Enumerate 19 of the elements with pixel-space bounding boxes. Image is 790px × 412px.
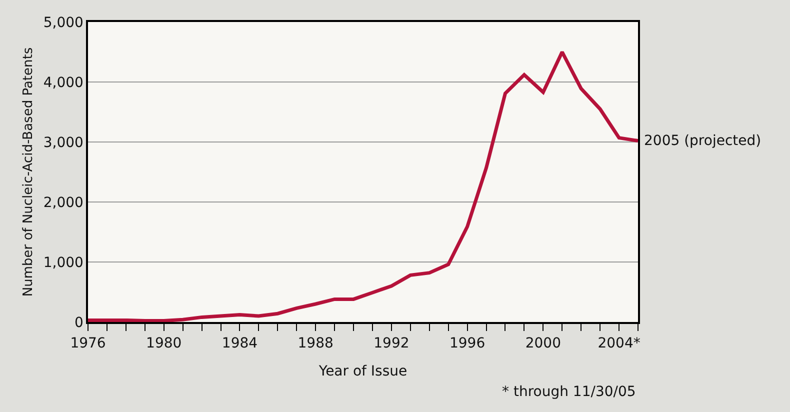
x-tick-label: 2000 [525,336,561,352]
x-tick-label: 2004* [598,336,640,352]
y-tick-label: 4,000 [43,74,84,91]
x-axis-title: Year of Issue [318,363,408,380]
annotation: 2005 (projected) [644,133,762,149]
text: * through 11/30/05 [502,384,636,400]
y-tick-label: 3,000 [43,134,84,151]
x-tick-label: 1976 [70,336,106,352]
x-tick-label: 1980 [146,336,182,352]
x-tick-label: 1988 [298,336,334,352]
x-tick-label: 1984 [222,336,258,352]
y-tick-label: 5,000 [43,14,84,31]
line-series [88,50,638,322]
x-tick-label: 1996 [449,336,486,352]
y-tick-label: 1,000 [43,254,84,271]
y-tick-label: 2,000 [43,194,84,211]
x-tick-label: 1992 [374,336,410,352]
y-tick-label: 0 [74,314,84,331]
y-axis-title: Number of Nucleic-Acid-Based Patents [20,47,36,297]
